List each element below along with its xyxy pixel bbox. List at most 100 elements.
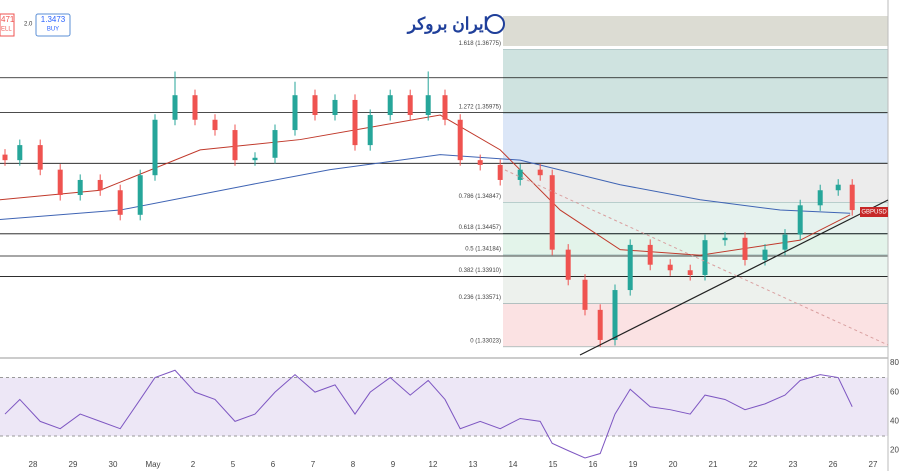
candle-body <box>407 95 413 116</box>
rsi-tick-label: 60 <box>890 387 899 396</box>
candle-body <box>212 119 218 131</box>
x-tick-label: 19 <box>629 460 638 469</box>
candle-body <box>152 119 158 176</box>
buy-label: BUY <box>47 27 59 33</box>
candle-body <box>835 184 841 191</box>
candle-body <box>817 190 823 206</box>
rsi-tick-label: 20 <box>890 446 899 455</box>
logo: ایران بروکر <box>406 14 489 34</box>
x-tick-label: May <box>145 460 160 469</box>
candle-body <box>367 115 373 146</box>
x-tick-label: 26 <box>829 460 838 469</box>
candle-body <box>565 249 571 280</box>
x-tick-label: 13 <box>469 460 478 469</box>
spread: 2.0 <box>24 22 33 28</box>
trend-line <box>579 199 889 356</box>
candle-body <box>667 264 673 271</box>
candle-body <box>17 145 23 161</box>
candle-body <box>192 95 198 120</box>
fib-zone <box>503 163 888 203</box>
fib-zone <box>503 276 888 304</box>
moving-average <box>0 114 851 256</box>
candle-body <box>597 309 603 340</box>
candle-body <box>782 234 788 250</box>
fib-label: 0.786 (1.34847) <box>459 194 501 200</box>
x-tick-label: 28 <box>29 460 38 469</box>
candle-body <box>387 95 393 116</box>
price-pane: 1.618 (1.36775) 1.272 (1.35975) 0.786 (1.3… <box>0 41 888 348</box>
candle-body <box>762 249 768 260</box>
rsi-tick-label: 80 <box>890 358 899 367</box>
candle-body <box>77 179 83 196</box>
x-tick-label: 20 <box>669 460 678 469</box>
candle-body <box>702 240 708 276</box>
candle-body <box>232 130 238 161</box>
candle-body <box>425 95 431 116</box>
candle-body <box>292 95 298 131</box>
rsi-line <box>4 369 853 459</box>
symbol-tag <box>860 207 888 217</box>
candle-body <box>37 145 43 170</box>
candle-body <box>457 119 463 161</box>
fib-zone <box>503 233 888 255</box>
sell-price: 471 <box>1 15 15 24</box>
x-tick-label: 21 <box>709 460 718 469</box>
candle-body <box>537 169 543 176</box>
x-tick-label: 12 <box>429 460 438 469</box>
candle-body <box>97 179 103 191</box>
fib-zone <box>503 303 888 347</box>
fib-label: 0.5 (1.34184) <box>465 246 501 252</box>
axes: 28 29 30 May 2 5 6 7 8 9 12 13 14 15 16 19 20 21 22 23 26 27 2… <box>29 358 900 469</box>
logo-icon <box>485 14 505 34</box>
candle-body <box>352 99 358 146</box>
x-tick-label: 30 <box>109 460 118 469</box>
candle-body <box>627 244 633 291</box>
fib-label: 1.272 (1.35975) <box>459 105 501 111</box>
candle-body <box>742 237 748 260</box>
x-tick-label: 2 <box>191 460 196 469</box>
candle-body <box>647 244 653 265</box>
fib-label: 0.236 (1.33571) <box>459 295 501 301</box>
x-tick-label: 6 <box>271 460 276 469</box>
candle-body <box>582 279 588 310</box>
candle-body <box>549 175 555 250</box>
fib-label: 1.618 (1.36775) <box>459 41 501 47</box>
candle-body <box>517 169 523 180</box>
fib-label: 0 (1.33023) <box>470 338 501 344</box>
candle-body <box>687 270 693 276</box>
candle-body <box>849 184 855 211</box>
candle-body <box>797 205 803 235</box>
candle-body <box>57 169 63 196</box>
candle-body <box>477 160 483 165</box>
x-tick-label: 14 <box>509 460 518 469</box>
x-tick-label: 27 <box>869 460 878 469</box>
candle-body <box>252 157 258 161</box>
candle-body <box>272 130 278 158</box>
x-tick-label: 22 <box>749 460 758 469</box>
symbol: GBPUSD <box>861 210 887 216</box>
x-tick-label: 16 <box>589 460 598 469</box>
buy-button[interactable] <box>35 13 71 37</box>
candle-body <box>312 95 318 116</box>
x-tick-label: 29 <box>69 460 78 469</box>
sell-button[interactable] <box>0 13 15 37</box>
fib-zone <box>503 254 888 277</box>
rsi-pane <box>0 369 888 459</box>
candle-body <box>612 290 618 340</box>
fib-zone <box>503 113 888 164</box>
fib-label: 0.618 (1.34457) <box>459 225 501 231</box>
candle-body <box>332 99 338 116</box>
x-tick-label: 5 <box>231 460 236 469</box>
candle-body <box>722 237 728 241</box>
sell-label: ELL <box>1 27 12 33</box>
buy-price: 1.3473 <box>41 15 66 24</box>
candle-body <box>172 95 178 120</box>
fib-zone <box>503 49 888 114</box>
x-tick-label: 23 <box>789 460 798 469</box>
candle-body <box>117 190 123 215</box>
candle-body <box>2 154 8 161</box>
x-tick-label: 7 <box>311 460 316 469</box>
dashed-line <box>504 169 889 346</box>
rsi-tick-label: 40 <box>890 416 899 425</box>
